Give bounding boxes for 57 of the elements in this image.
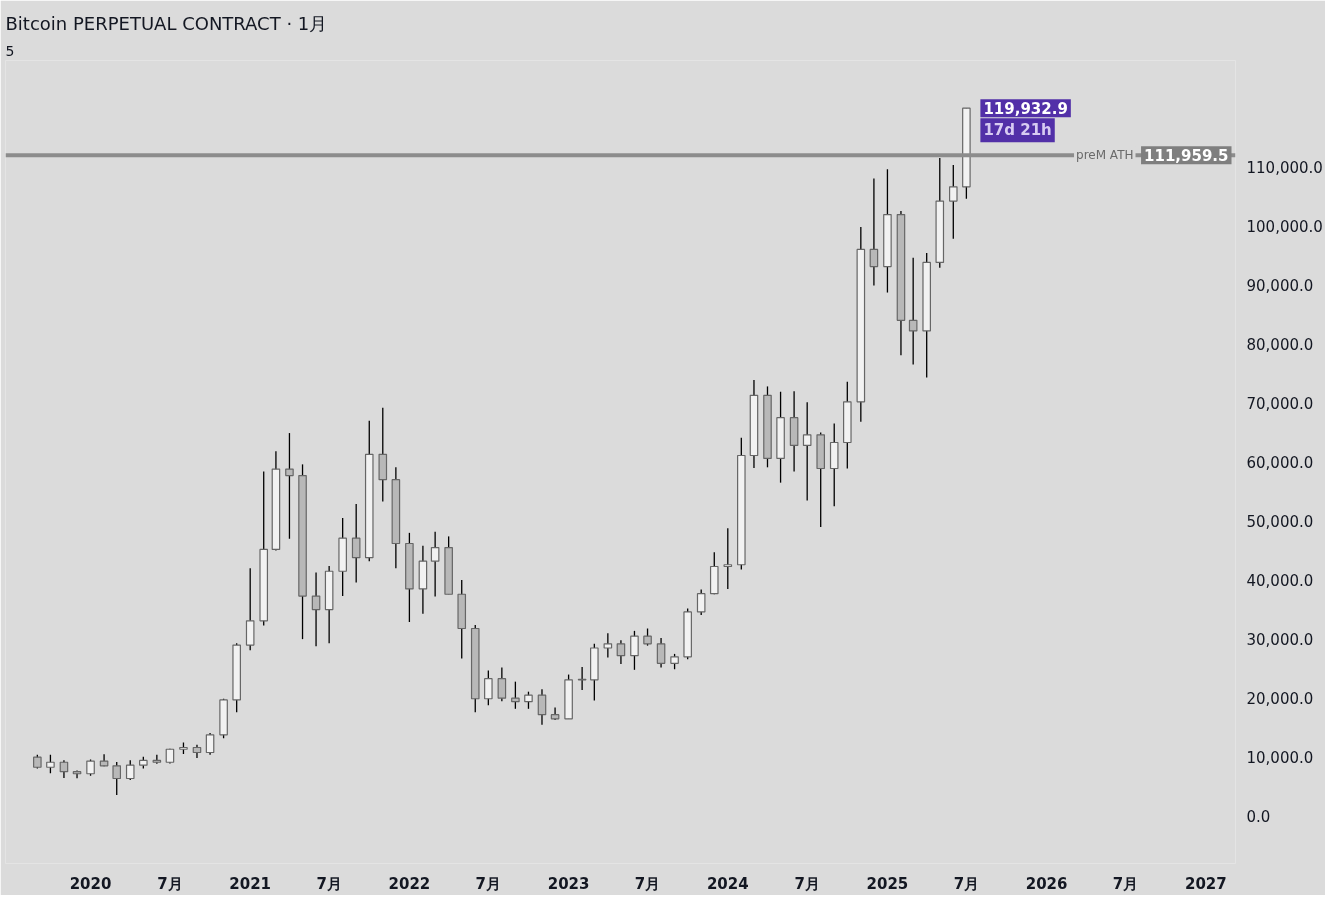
candlestick (125, 759, 135, 781)
y-tick-label: 20,000.0 (1246, 690, 1314, 709)
candlestick (205, 732, 215, 756)
candlestick (484, 669, 493, 706)
text: 5 (5, 42, 15, 59)
annotation: 111,959.5 (1144, 147, 1229, 166)
x-tick-label: 7月 (794, 874, 820, 893)
x-tick-label: 2025 (866, 874, 909, 893)
chart-title: Bitcoin PERPETUAL CONTRACT · 1月 (5, 12, 328, 34)
candlestick (696, 588, 706, 616)
y-tick-label: 90,000.0 (1246, 276, 1314, 295)
candlestick (112, 761, 122, 796)
annotation: 119,932.9 (983, 100, 1068, 119)
candlestick (497, 666, 507, 702)
candlestick (802, 401, 812, 502)
y-tick-label: 110,000.0 (1246, 158, 1323, 177)
y-tick-label: 40,000.0 (1246, 572, 1314, 591)
x-tick-label: 2023 (547, 874, 590, 893)
y-tick-label: 30,000.0 (1246, 631, 1314, 650)
candlestick (511, 680, 520, 710)
x-tick-label: 7月 (157, 874, 183, 893)
y-tick-label: 10,000.0 (1246, 749, 1314, 768)
x-tick-label: 7月 (1112, 874, 1139, 893)
x-tick-label: 7月 (634, 874, 661, 893)
y-tick-label: 50,000.0 (1246, 513, 1314, 532)
x-tick-label: 2020 (69, 874, 112, 893)
candlestick (616, 639, 626, 665)
candlestick (311, 571, 321, 647)
candlestick (723, 527, 733, 590)
ref-line-label: preM ATH (1076, 148, 1134, 163)
candlestick (351, 503, 361, 584)
candlestick (656, 637, 666, 669)
x-tick-label: 7月 (953, 874, 980, 893)
x-tick-label: 2022 (388, 874, 431, 893)
x-tick-label: 2024 (706, 874, 749, 893)
candlestick (908, 257, 918, 366)
x-tick-label: 2027 (1184, 874, 1227, 893)
x-tick-label: 7月 (316, 874, 342, 893)
y-tick-label: 60,000.0 (1246, 454, 1314, 472)
y-tick-label: 80,000.0 (1246, 335, 1314, 354)
candlestick (537, 688, 547, 726)
candlestick (948, 164, 958, 240)
candlestick (430, 531, 440, 598)
candlestick (630, 630, 639, 671)
candlestick (869, 177, 879, 287)
y-tick-label: 100,000.0 (1246, 217, 1323, 236)
x-tick-label: 7月 (475, 874, 502, 893)
y-tick-label: 70,000.0 (1246, 394, 1314, 413)
y-tick-label: 0.0 (1246, 808, 1271, 827)
candlestick (46, 754, 55, 774)
candlestick (577, 666, 587, 691)
candlestick (285, 432, 294, 540)
x-tick-label: 2026 (1025, 874, 1068, 893)
candlestick (603, 632, 613, 659)
annotation: 17d 21h (983, 121, 1052, 140)
x-tick-label: 2021 (229, 874, 272, 893)
candlestick (152, 754, 162, 765)
